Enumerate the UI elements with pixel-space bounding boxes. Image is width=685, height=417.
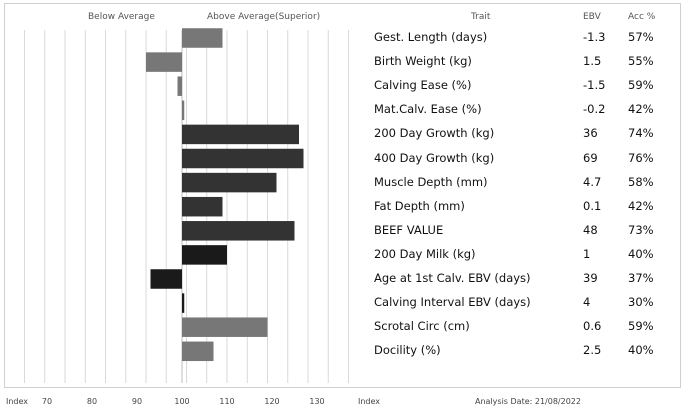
accuracy-value: 59% (628, 319, 654, 334)
trait-name: Docility (%) (374, 343, 441, 358)
trait-name: 400 Day Growth (kg) (374, 150, 495, 165)
index-bar (182, 245, 227, 265)
x-tick-label: 80 (87, 397, 97, 406)
ebv-value: 39 (583, 271, 598, 285)
ebv-value: -0.2 (583, 102, 606, 117)
accuracy-value: 42% (628, 198, 654, 213)
index-bar (182, 124, 299, 145)
index-bar (146, 52, 182, 72)
accuracy-value: 30% (628, 295, 654, 310)
accuracy-value: 40% (628, 343, 654, 358)
x-tick-label: 120 (264, 397, 279, 406)
accuracy-value: 58% (628, 174, 654, 189)
ebv-value: 1 (583, 246, 591, 261)
trait-name: BEEF VALUE (374, 222, 444, 237)
ebv-value: -1.3 (583, 30, 606, 44)
index-bar (182, 341, 214, 362)
trait-name: Gest. Length (days) (374, 30, 488, 44)
ebv-value: 48 (583, 222, 598, 237)
trait-name: Mat.Calv. Ease (%) (374, 102, 482, 117)
x-tick-label: 100 (174, 397, 189, 406)
accuracy-value: 55% (628, 54, 654, 69)
ebv-value: 36 (583, 126, 598, 141)
ebv-value: 0.6 (583, 319, 602, 334)
index-bar (150, 269, 182, 289)
index-bar (182, 100, 185, 121)
accuracy-value: 57% (628, 30, 654, 44)
ebv-value: -1.5 (583, 78, 606, 93)
index-bar (182, 196, 223, 217)
ebv-header: EBV (583, 12, 601, 22)
trait-name: Scrotal Circ (cm) (374, 319, 470, 334)
trait-name: Calving Interval EBV (days) (374, 295, 531, 310)
trait-header: Trait (471, 12, 491, 22)
trait-name: Age at 1st Calv. EBV (days) (374, 271, 531, 285)
above-average-header: Above Average(Superior) (207, 12, 321, 22)
trait-name: Muscle Depth (mm) (374, 174, 488, 189)
x-tick-label: 130 (309, 397, 324, 406)
index-bar (177, 76, 182, 96)
ebv-value: 0.1 (583, 198, 602, 213)
trait-name: Fat Depth (mm) (374, 198, 465, 213)
ebv-value: 2.5 (583, 343, 602, 358)
ebv-value: 69 (583, 150, 598, 165)
ebv-value: 4 (583, 295, 591, 310)
index-bar (182, 317, 268, 337)
acc-header: Acc % (628, 12, 656, 22)
analysis-date: Analysis Date: 21/08/2022 (475, 397, 581, 406)
ebv-value: 1.5 (583, 54, 602, 69)
x-tick-label: 90 (132, 397, 142, 406)
trait-name: 200 Day Growth (kg) (374, 126, 495, 141)
accuracy-value: 73% (628, 222, 654, 237)
accuracy-value: 74% (628, 126, 654, 141)
index-bar (182, 28, 223, 48)
accuracy-value: 59% (628, 78, 654, 93)
ebv-value: 4.7 (583, 174, 602, 189)
index-bar (182, 148, 304, 169)
x-tick-label: 70 (42, 397, 52, 406)
accuracy-value: 76% (628, 150, 654, 165)
index-bar (182, 172, 277, 193)
accuracy-value: 42% (628, 102, 654, 117)
chart-frame (4, 3, 681, 388)
index-bar (182, 293, 185, 313)
index-axis-label-left: Index (6, 397, 29, 406)
trait-name: 200 Day Milk (kg) (374, 246, 476, 261)
trait-name: Birth Weight (kg) (374, 54, 472, 69)
accuracy-value: 40% (628, 246, 654, 261)
accuracy-value: 37% (628, 271, 654, 285)
index-axis-label-right: Index (358, 397, 381, 406)
x-tick-label: 110 (219, 397, 234, 406)
below-average-header: Below Average (88, 12, 155, 22)
trait-name: Calving Ease (%) (374, 78, 472, 93)
index-bar (182, 221, 295, 241)
